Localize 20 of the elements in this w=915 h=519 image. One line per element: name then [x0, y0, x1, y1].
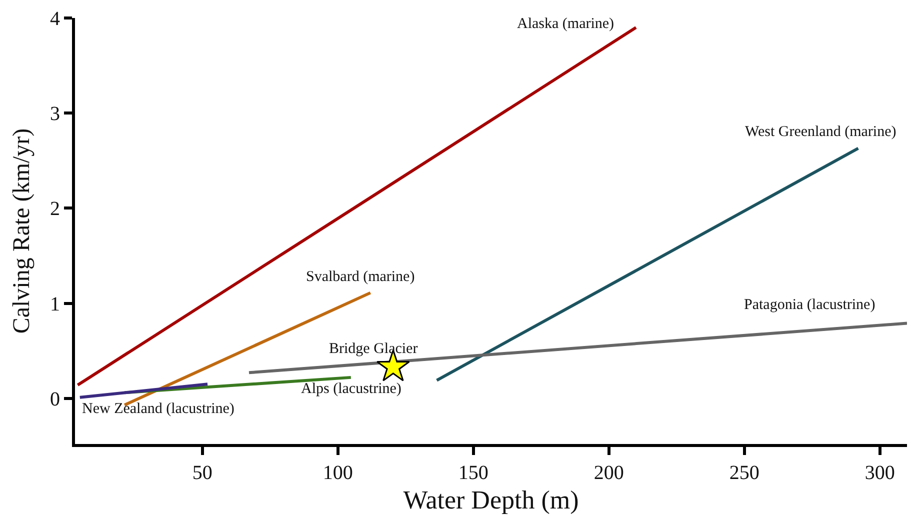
x-tick-label: 250: [729, 462, 760, 484]
series-label: Alaska (marine): [517, 16, 614, 32]
x-tick-label: 300: [864, 462, 895, 484]
series-label: Patagonia (lacustrine): [744, 297, 876, 313]
series-label: Svalbard (marine): [306, 269, 415, 285]
x-tick-label: 150: [458, 462, 488, 484]
y-axis-title: Calving Rate (km/yr): [9, 128, 36, 334]
x-tick-label: 50: [192, 462, 212, 484]
y-tick-label: 1: [50, 293, 60, 316]
series-label: New Zealand (lacustrine): [82, 401, 234, 417]
x-axis-title: Water Depth (m): [403, 486, 579, 515]
x-tick-label: 200: [594, 462, 624, 484]
y-tick-label: 4: [50, 8, 60, 30]
x-tick-label: 100: [322, 462, 353, 484]
series-label: Bridge Glacier: [329, 341, 418, 357]
series-label: Alps (lacustrine): [301, 381, 402, 397]
text: West Greenland (marine): [745, 124, 896, 140]
y-tick-label: 2: [50, 198, 60, 220]
y-tick-label: 0: [50, 388, 60, 410]
y-tick-label: 3: [50, 103, 60, 126]
